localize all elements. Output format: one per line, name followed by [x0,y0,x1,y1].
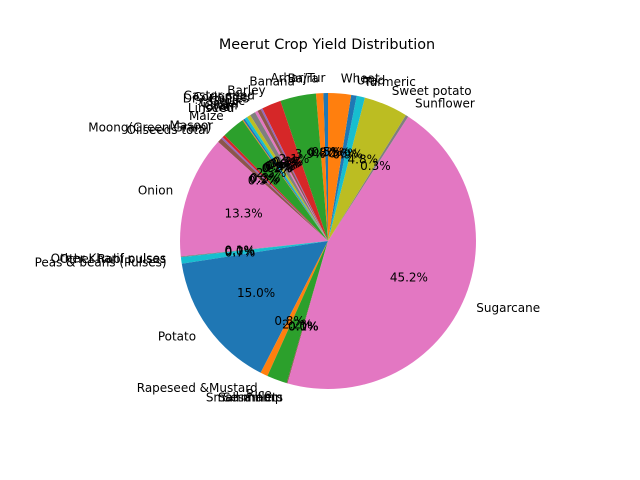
pie-slice-sunflower [328,115,409,241]
slice-label-sugarcane: Sugarcane [476,301,540,315]
pie-slice-barley [262,100,328,241]
slice-pct-peas-beans-pulses: 0.7% [225,246,256,260]
pie-slice-rice [267,241,328,384]
pie-slice-small-millets [286,241,328,384]
slice-pct-jowar: 0.2% [262,161,293,175]
pie-slice-sugarcane [287,116,477,389]
pie-slice-jowar [243,118,328,241]
slice-label-oilseeds-total: Oilseeds total [127,123,209,137]
pie-slice-turmeric [328,95,365,241]
slice-label-other-rabi-pulses: Other Rabi pulses [60,252,167,266]
slice-pct-linseed: 0.1% [262,161,293,175]
pie-slice-banana [280,93,328,241]
slice-label-small-millets: Small millets [206,391,283,405]
slice-pct-other-kharif-pulses: 0.1% [224,244,255,258]
slice-label-urad: Urad [357,74,386,88]
slice-pct-moong-green-gram: 0.2% [249,172,280,186]
slice-pct-maize: 2.5% [256,166,287,180]
slice-label-wheat: Wheat [341,72,380,86]
slice-pct-wheat: 2.5% [320,146,351,160]
slice-label-other-kharif-pulses: Other Kharif pulses [51,251,166,265]
slice-label-masoor: Masoor [170,119,214,133]
slice-label-ginger: Ginger [200,97,240,111]
slice-pct-castor-seed: 0.2% [273,155,304,169]
slice-pct-bajra: 0.8% [308,145,339,159]
labels-layer: Arhar/Tur 0.5% Bajra 0.8% Banana 3.9% Barley 2.… [35,71,541,404]
slice-pct-turmeric: 0.9% [332,147,363,161]
slice-pct-sunflower: 0.3% [360,159,391,173]
slice-label-bajra: Bajra [288,72,319,86]
pie-slice-sweet-potato [328,97,406,242]
slice-pct-gram: 0.3% [263,160,294,174]
pie-slice-bajra [315,93,328,241]
slice-label-banana: Banana [249,75,295,89]
pie-slice-potato [181,241,328,373]
slice-label-dry-chillies: Dry chillies [183,92,249,106]
chart-title: Meerut Crop Yield Distribution [219,37,435,53]
slice-label-turmeric: Turmeric [363,75,416,89]
slice-pct-sugarcane: 45.2% [390,271,428,285]
slice-label-sesamum: Sesamum [223,390,283,404]
pie-slice-coriander [257,109,328,241]
slices-layer [179,93,477,389]
slice-label-gram: Gram [204,99,237,113]
slice-pct-oilseeds-total: 0.5% [248,174,279,188]
pie-slice-masoor [222,135,328,241]
pie-slice-peas-beans-pulses [180,241,328,264]
pie-slice-onion [179,141,328,257]
slice-pct-onion: 13.3% [225,207,263,221]
slice-label-potato: Potato [158,329,196,343]
pie-slice-wheat [328,93,352,241]
slice-label-sannhamp: Sannhamp [218,390,282,404]
slice-pct-dry-chillies: 0.3% [270,156,301,170]
slice-label-moong-green-gram: Moong(Green Gram) [88,121,211,135]
pie-slice-rapeseed-mustard [260,241,328,377]
pie-slice-moong-green-gram [221,137,328,241]
slice-label-barley: Barley [227,84,265,98]
slice-label-sunflower: Sunflower [415,96,475,110]
slice-pct-urad: 0.6% [328,147,359,161]
pie-slice-linseed [242,119,328,241]
pie-slice-urad [328,94,357,241]
slice-label-sweet-potato: Sweet potato [392,84,472,98]
slice-pct-potato: 15.0% [237,286,275,300]
slice-label-linseed: Linseed [188,101,234,115]
pie-slice-castor-seed [260,108,328,241]
slice-label-arhar-tur: Arhar/Tur [270,71,325,85]
slice-label-garlic: Garlic [210,94,245,108]
pie-slice-garlic [250,112,328,241]
slice-pct-banana: 3.9% [295,147,326,161]
slice-pct-rapeseed-mustard: 0.8% [274,314,305,328]
slice-pct-barley: 2.1% [279,152,310,166]
slice-label-jowar: Jowar [202,100,236,114]
slice-label-coriander: Coriander [193,90,252,104]
slice-label-castor-seed: Castor seed [183,89,254,103]
slice-pct-arhar-tur: 0.5% [311,145,342,159]
slice-pct-masoor: 0.3% [250,171,281,185]
pie-slice-gram [244,117,328,241]
slice-label-maize: Maize [189,109,224,123]
slice-pct-garlic: 0.6% [267,158,298,172]
pie-slice-dry-chillies [254,110,328,241]
slice-pct-sannhamp: 0.0% [288,319,319,333]
slice-label-onion: Onion [138,184,173,198]
pie-slice-other-kharif-pulses [180,241,328,258]
slice-pct-sesamum: 0.0% [288,319,319,333]
slice-label-rice: Rice [246,387,272,401]
pie-slice-oilseeds-total [218,138,328,241]
pie-slice-maize [224,120,328,241]
slice-pct-rice: 2.2% [282,317,313,331]
pie-slice-arhar-tur [323,93,328,241]
pie-slice-ginger [246,115,328,241]
slice-pct-other-rabi-pulses: 0.0% [224,244,255,258]
slice-pct-coriander: 0.4% [271,155,302,169]
slice-pct-sweet-potato: 4.8% [348,152,379,166]
slice-pct-ginger: 0.4% [265,159,296,173]
slice-pct-small-millets: 0.1% [288,319,319,333]
slice-label-peas-beans-pulses: Peas & beans (Pulses) [35,256,167,270]
slice-label-rapeseed-mustard: Rapeseed &Mustard [137,381,258,395]
